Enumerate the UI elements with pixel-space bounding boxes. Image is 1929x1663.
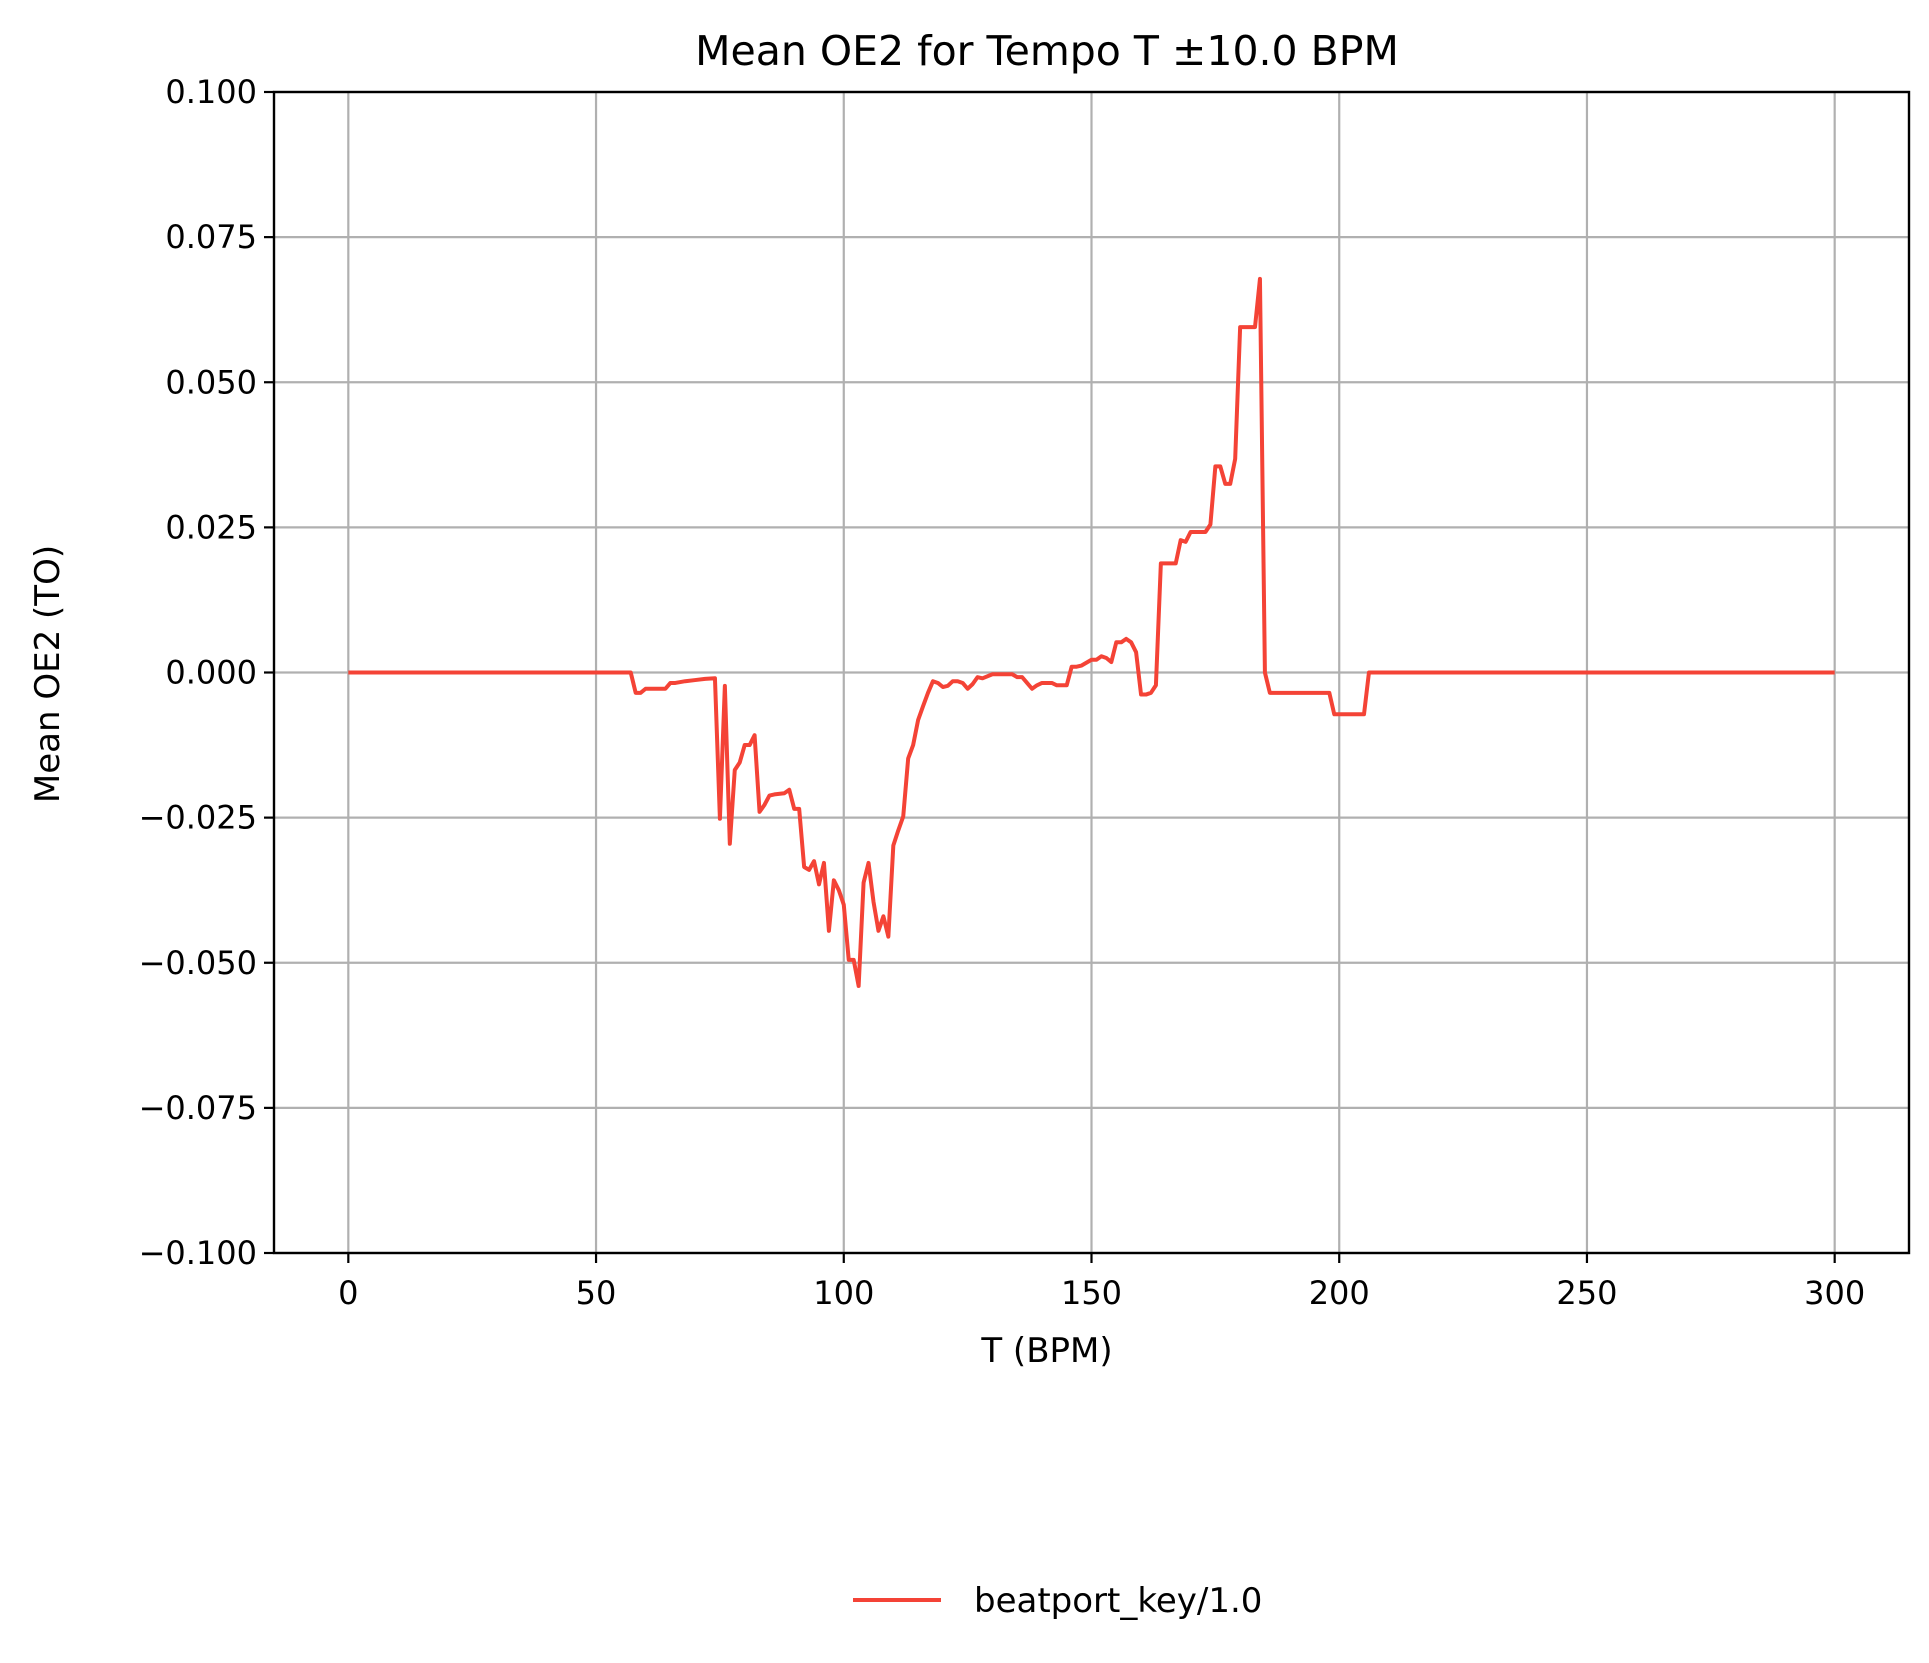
x-tick-label: 200 [1309, 1274, 1370, 1312]
x-tick-label: 50 [576, 1274, 617, 1312]
chart-title: Mean OE2 for Tempo T ±10.0 BPM [695, 27, 1399, 75]
y-tick-label: −0.075 [139, 1089, 257, 1127]
y-tick-label: 0.075 [165, 218, 257, 256]
y-tick-label: 0.000 [165, 654, 257, 692]
series-group [348, 276, 1835, 988]
x-axis-ticks: 0 50 100 150 200 250 300 [338, 1253, 1865, 1312]
y-axis-label: Mean OE2 (TO) [28, 545, 68, 803]
y-tick-label: −0.025 [139, 799, 257, 837]
y-tick-label: −0.100 [139, 1234, 257, 1272]
y-tick-label: 0.050 [165, 363, 257, 401]
x-tick-label: 250 [1556, 1274, 1617, 1312]
x-tick-label: 150 [1061, 1274, 1122, 1312]
series-line [348, 276, 1835, 988]
x-tick-label: 100 [813, 1274, 874, 1312]
x-axis-label: T (BPM) [980, 1331, 1112, 1371]
x-tick-label: 0 [338, 1274, 358, 1312]
y-axis-ticks: −0.100 −0.075 −0.050 −0.025 0.000 0.025 0.050 0… [139, 73, 274, 1272]
y-tick-label: 0.100 [165, 73, 257, 111]
y-tick-label: −0.050 [139, 944, 257, 982]
x-tick-label: 300 [1804, 1274, 1865, 1312]
legend-label: beatport_key/1.0 [974, 1581, 1262, 1621]
legend: beatport_key/1.0 [853, 1581, 1262, 1621]
y-tick-label: 0.025 [165, 508, 257, 546]
